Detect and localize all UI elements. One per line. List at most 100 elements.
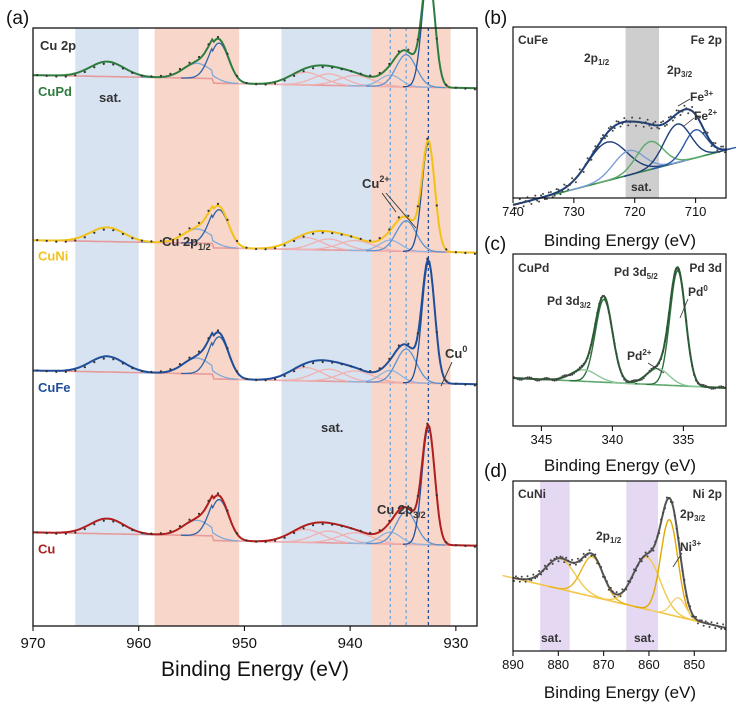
- panel-a-sat-label-2: sat.: [321, 420, 343, 435]
- pa-series-label-Cu: Cu: [38, 541, 55, 556]
- pa-raw-CuPd: [359, 72, 362, 75]
- pb-raw-point: [598, 146, 601, 149]
- pb-raw-point: [540, 194, 543, 197]
- pb-raw-point: [673, 116, 676, 119]
- pd-raw-point: [604, 576, 606, 579]
- pa-raw-CuFe: [36, 369, 39, 372]
- pc-raw-point: [691, 364, 694, 367]
- pb-raw-point: [718, 150, 721, 153]
- pc-raw-point: [536, 379, 539, 382]
- pa-raw-CuFe: [283, 374, 286, 378]
- pa-raw-CuNi: [255, 247, 258, 251]
- pb-component-2: [596, 140, 704, 185]
- pd-raw-point: [716, 622, 719, 625]
- pd-raw-point: [574, 563, 577, 566]
- pb-raw-point: [696, 116, 699, 119]
- cu0-pointer: [440, 361, 453, 387]
- pd-raw-point: [553, 557, 556, 560]
- pc-raw-point: [584, 360, 587, 363]
- pc-raw-point: [681, 287, 684, 290]
- panel-c-frame: [512, 253, 727, 427]
- panel-d-sat-label-1: sat.: [541, 631, 562, 645]
- pa-raw-CuNi: [159, 239, 162, 242]
- pa-raw-CuNi: [369, 239, 372, 242]
- pa-raw-CuNi: [388, 228, 391, 231]
- pa-raw-CuNi: [445, 248, 448, 251]
- panel-a-sat-label-1: sat.: [99, 90, 121, 105]
- pa-raw-CuFe: [464, 383, 467, 386]
- pb-raw-point: [567, 188, 570, 191]
- pd-component-2: [592, 556, 702, 623]
- pa-raw-CuPd: [416, 38, 419, 41]
- pa-raw-CuNi: [407, 214, 410, 217]
- pb-raw-point: [665, 123, 668, 126]
- pd-raw-point: [530, 579, 533, 582]
- pd-raw-point: [644, 551, 647, 554]
- pc-raw-point: [695, 379, 697, 382]
- pb-raw-point: [559, 193, 562, 196]
- pa-raw-CuFe: [121, 362, 124, 365]
- pa-raw-CuPd: [36, 74, 39, 77]
- pb-raw-point: [644, 121, 647, 124]
- pd-raw-point: [648, 550, 651, 553]
- pa-raw-CuFe: [416, 332, 419, 335]
- pc-raw-point: [559, 376, 562, 379]
- pc-raw-point: [714, 387, 717, 390]
- pa-raw-CuFe: [312, 362, 315, 365]
- pa-raw-CuNi: [321, 231, 324, 234]
- pb-raw-point: [594, 145, 597, 148]
- pa-raw-CuNi: [464, 251, 467, 255]
- pa-raw-CuFe: [64, 370, 67, 373]
- pa-envelope-CuFe: [32, 257, 477, 386]
- pa-raw-Cu: [36, 531, 39, 534]
- pc-raw-point: [543, 377, 546, 380]
- pd-raw-point: [613, 595, 616, 598]
- pa-raw-CuPd: [274, 82, 277, 85]
- pb-raw-point: [662, 120, 665, 123]
- pa-raw-CuPd: [369, 74, 372, 77]
- pc-raw-point: [619, 369, 622, 372]
- pb-raw-point: [685, 107, 688, 110]
- pa-raw-CuPd: [331, 66, 334, 69]
- panel-d-sat-label-2: sat.: [634, 631, 655, 645]
- pa-raw-Cu: [435, 494, 438, 497]
- pd-raw-point: [718, 626, 721, 628]
- pb-raw-point: [604, 137, 606, 140]
- pb-raw-point: [702, 131, 705, 134]
- pa-raw-CuFe: [359, 368, 362, 371]
- pa-raw-CuNi: [83, 236, 86, 239]
- pc-tick-label-2: 335: [673, 432, 695, 447]
- pb-raw-point: [516, 202, 519, 205]
- pb-raw-point: [617, 120, 620, 123]
- pa-raw-Cu: [397, 506, 400, 510]
- pb-raw-point: [534, 194, 537, 197]
- pa-shade-3: [371, 28, 451, 626]
- pa-raw-CuNi: [264, 248, 267, 251]
- pc-raw-point: [526, 376, 529, 379]
- pa-raw-CuNi: [226, 218, 229, 221]
- panel-b-fe3-label: Fe3+: [690, 89, 713, 104]
- pd-raw-point: [689, 605, 692, 608]
- pc-raw-point: [650, 367, 653, 370]
- pc-raw-point: [669, 297, 672, 300]
- pd-raw-point: [695, 615, 697, 618]
- pa-raw-CuPd: [169, 72, 172, 75]
- pc-raw-point: [664, 340, 666, 343]
- pc-raw-point: [700, 383, 703, 386]
- fe2-pointer: [683, 117, 695, 127]
- pd-raw-point: [654, 540, 657, 543]
- pd-raw-point: [528, 578, 531, 581]
- pa-raw-CuFe: [350, 365, 353, 368]
- pa-raw-CuPd: [188, 61, 191, 64]
- pa-raw-Cu: [454, 544, 457, 547]
- pb-raw-point: [695, 118, 697, 121]
- panel-d-frame: [512, 480, 727, 652]
- pc-raw-point: [580, 364, 583, 367]
- pc-raw-point: [567, 374, 570, 377]
- pa-tick-label-3: 940: [338, 635, 363, 652]
- pd-raw-point: [588, 549, 591, 552]
- panel-b-2p12-label: 2p1/2: [584, 51, 610, 67]
- pa-raw-CuFe: [274, 378, 277, 381]
- pd-raw-point: [596, 562, 599, 565]
- pb-raw-point: [561, 190, 564, 193]
